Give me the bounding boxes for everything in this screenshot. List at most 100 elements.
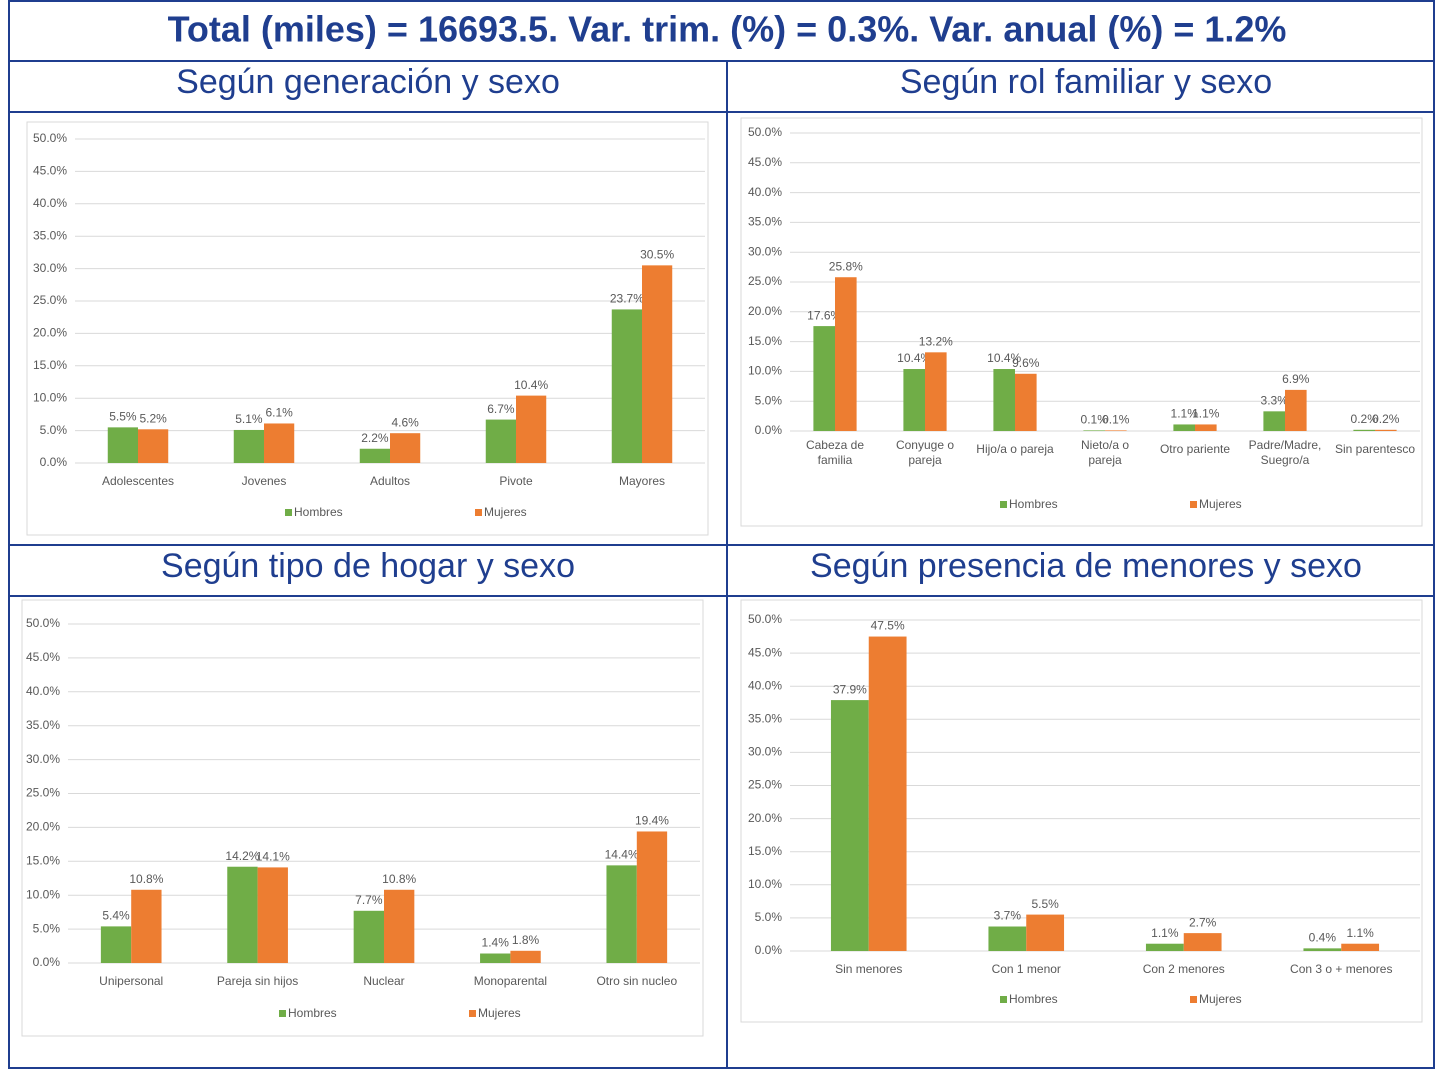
y-tick-label: 25.0% [33,293,67,307]
data-label: 5.4% [102,909,130,923]
legend-label: Mujeres [1199,992,1242,1006]
x-tick-label: Adolescentes [102,474,174,488]
bar [107,427,138,463]
data-label: 10.8% [129,872,163,886]
bar [1285,389,1307,431]
data-label: 5.5% [109,410,137,424]
y-tick-label: 30.0% [748,244,782,258]
x-tick-label: Nuclear [363,974,404,988]
data-label: 7.7% [355,893,383,907]
data-label: 13.2% [919,334,953,348]
bar [138,429,169,463]
y-tick-label: 35.0% [26,718,60,732]
data-label: 1.8% [512,933,540,947]
y-tick-label: 25.0% [748,274,782,288]
y-tick-label: 45.0% [748,155,782,169]
data-label: 4.6% [391,415,419,429]
bar [642,265,673,463]
x-tick-label: Conyuge o pareja [896,438,954,467]
bar [257,867,288,963]
y-tick-label: 15.0% [33,358,67,372]
data-label: 17.6% [807,308,841,322]
y-tick-label: 50.0% [748,125,782,139]
bar [903,369,925,431]
legend-label: Hombres [1009,992,1058,1006]
data-label: 10.4% [897,351,931,365]
y-tick-label: 20.0% [748,304,782,318]
bar [925,352,947,431]
data-label: 0.2% [1351,412,1379,426]
y-tick-label: 40.0% [26,684,60,698]
data-label: 37.9% [833,682,867,696]
y-tick-label: 15.0% [26,853,60,867]
data-label: 1.1% [1346,926,1374,940]
x-tick-label: Sin parentesco [1335,442,1415,456]
data-label: 10.4% [514,378,548,392]
x-tick-label: Padre/Madre, Suegro/a [1249,438,1322,467]
panel-title: Según generación y sexo [176,63,560,101]
bar [1105,430,1127,431]
y-tick-label: 10.0% [748,364,782,378]
data-label: 2.2% [361,431,389,445]
x-tick-label: Cabeza de familia [806,438,864,467]
bar [830,700,869,951]
bar [227,866,258,963]
data-label: 1.4% [482,936,510,950]
bar [1183,933,1222,951]
data-label: 2.7% [1189,915,1217,929]
x-tick-label: Con 3 o + menores [1290,962,1392,976]
bar [606,865,637,963]
y-tick-label: 45.0% [748,645,782,659]
bar [1026,914,1065,951]
y-tick-label: 40.0% [748,678,782,692]
chart-area [26,121,709,536]
data-label: 6.7% [487,402,515,416]
panel-title: Según presencia de menores y sexo [810,547,1362,585]
x-tick-label: Adultos [370,474,410,488]
data-label: 5.1% [235,412,263,426]
legend-swatch [285,509,292,516]
y-tick-label: 10.0% [748,877,782,891]
y-tick-label: 5.0% [40,423,68,437]
y-tick-label: 10.0% [33,390,67,404]
y-tick-label: 25.0% [26,786,60,800]
bar [1015,373,1037,431]
bar [988,926,1027,951]
data-label: 19.4% [635,814,669,828]
bar [835,277,857,431]
bar [1173,424,1195,431]
data-label: 3.3% [1261,394,1289,408]
bar [100,926,132,963]
frame [8,0,1435,1069]
y-tick-label: 5.0% [33,921,61,935]
bar [480,953,511,963]
legend-swatch [469,1010,476,1017]
data-label: 0.2% [1372,412,1400,426]
bar [1353,429,1375,431]
x-tick-label: Con 2 menores [1143,962,1225,976]
y-tick-label: 40.0% [748,185,782,199]
y-tick-label: 30.0% [26,752,60,766]
bar [636,831,668,963]
x-tick-label: Pareja sin hijos [217,974,298,988]
bar [1263,411,1285,431]
y-tick-label: 5.0% [755,910,783,924]
legend-swatch [475,509,482,516]
legend-label: Hombres [294,505,343,519]
bar [993,369,1015,431]
data-label: 14.1% [256,850,290,864]
y-tick-label: 35.0% [33,228,67,242]
y-tick-label: 15.0% [748,844,782,858]
legend-label: Hombres [1009,497,1058,511]
data-label: 14.2% [225,849,259,863]
legend-label: Mujeres [478,1006,521,1020]
data-label: 9.6% [1012,356,1040,370]
data-label: 25.8% [829,259,863,273]
y-tick-label: 10.0% [26,887,60,901]
y-tick-label: 20.0% [748,811,782,825]
data-label: 10.4% [987,351,1021,365]
y-tick-label: 50.0% [748,612,782,626]
y-tick-label: 50.0% [26,616,60,630]
data-label: 14.4% [605,848,639,862]
